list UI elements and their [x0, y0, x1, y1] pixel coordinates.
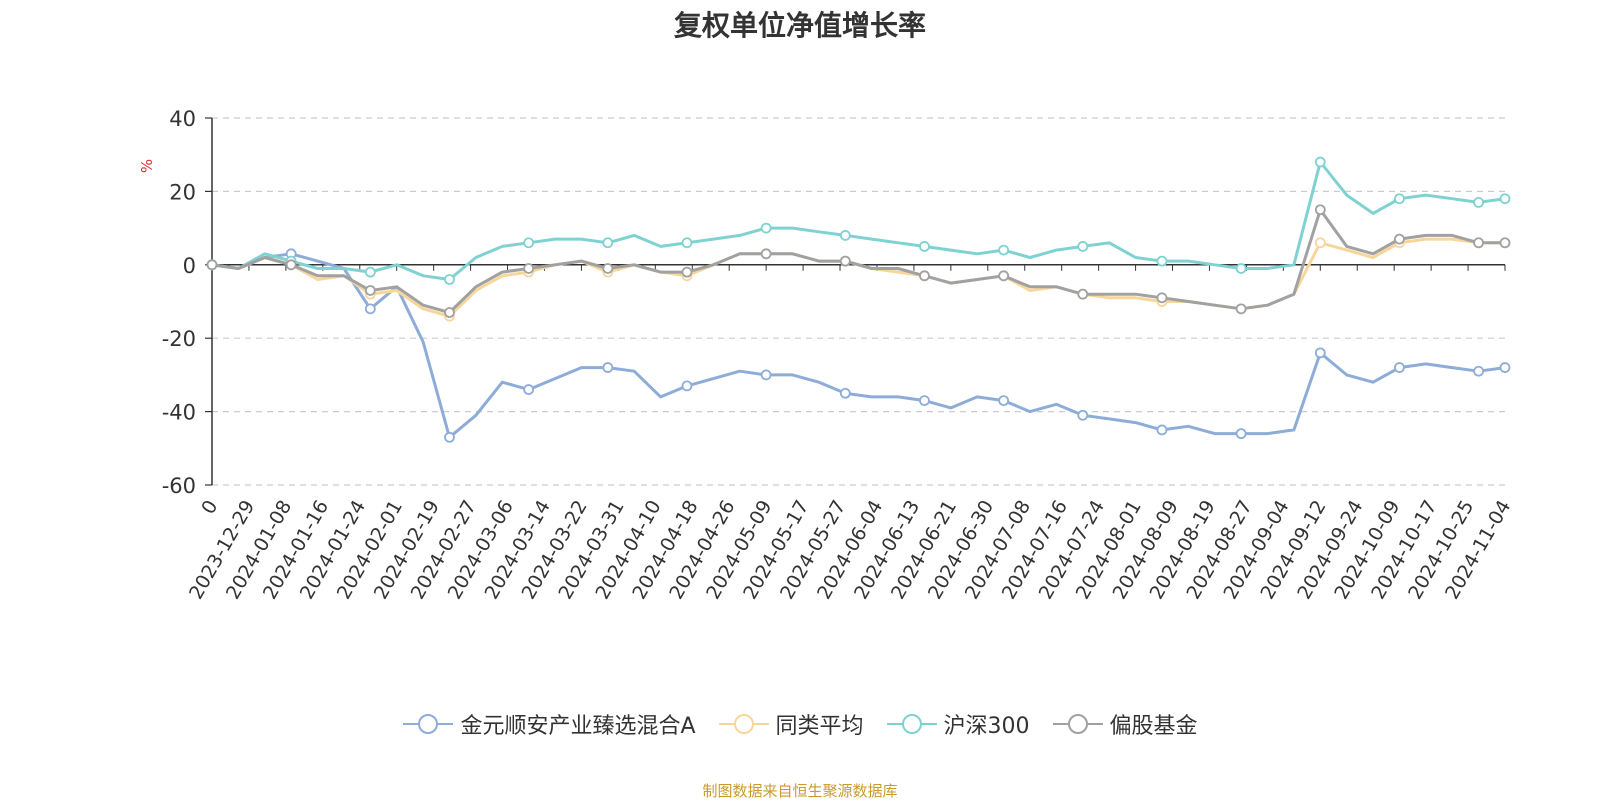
legend-symbol: [1052, 714, 1103, 734]
y-tick-label: -20: [162, 327, 196, 351]
data-point: [1499, 362, 1511, 373]
series-2: [206, 237, 1511, 322]
data-point: [1077, 241, 1089, 252]
series-3: [206, 156, 1511, 285]
series-line: [211, 208, 1505, 314]
line-chart: 40200-20-40-6002023-12-292024-01-082024-…: [138, 107, 1516, 603]
grid-lines: [212, 117, 1505, 486]
series-lines: [206, 156, 1511, 443]
legend-item[interactable]: 偏股基金: [1052, 708, 1198, 740]
data-point: [919, 270, 930, 282]
data-point: [206, 259, 218, 271]
y-tick-label: 20: [169, 180, 196, 204]
data-point: [919, 241, 930, 252]
legend-item[interactable]: 沪深300: [886, 708, 1030, 740]
data-point: [839, 230, 851, 241]
legend-label: 偏股基金: [1109, 714, 1198, 739]
data-point: [1077, 288, 1089, 300]
data-point: [681, 237, 693, 249]
data-point: [1156, 292, 1168, 304]
legend-item[interactable]: 同类平均: [718, 708, 864, 740]
legend-label: 沪深300: [943, 714, 1030, 739]
series-line: [211, 252, 1506, 439]
data-point: [760, 369, 772, 381]
data-point: [839, 387, 851, 399]
data-point: [760, 222, 772, 234]
legend-symbol: [718, 714, 769, 734]
data-point: [998, 244, 1010, 256]
data-point: [523, 384, 535, 395]
data-point: [1499, 237, 1511, 249]
axes: 40200-20-40-6002023-12-292024-01-082024-…: [162, 107, 1516, 603]
data-point: [602, 362, 614, 373]
data-point: [681, 380, 693, 392]
data-point: [681, 266, 693, 278]
data-point: [285, 259, 297, 271]
source-note: 制图数据来自恒生聚源数据库: [702, 782, 898, 800]
data-point: [602, 263, 614, 274]
data-point: [1314, 347, 1326, 359]
data-point: [919, 395, 930, 406]
data-point: [364, 303, 376, 315]
data-point: [839, 255, 851, 267]
legend-label: 同类平均: [775, 714, 864, 739]
data-point: [1473, 237, 1485, 249]
data-point: [760, 248, 772, 260]
data-point: [1394, 362, 1405, 373]
legend: 金元顺安产业臻选混合A 同类平均 沪深300 偏股基金: [0, 708, 1600, 740]
data-point: [1499, 193, 1511, 205]
data-point: [1077, 409, 1089, 421]
data-point: [1473, 365, 1485, 377]
data-point: [444, 431, 455, 443]
data-point: [523, 237, 535, 249]
data-point: [1394, 193, 1405, 205]
data-point: [1394, 233, 1405, 245]
data-point: [444, 307, 455, 318]
data-point: [1156, 424, 1168, 436]
data-point: [998, 270, 1010, 282]
data-point: [364, 266, 376, 278]
legend-item[interactable]: 金元顺安产业臻选混合A: [402, 708, 696, 740]
y-tick-label: -40: [162, 401, 196, 425]
data-point: [998, 395, 1010, 406]
y-tick-label: -60: [162, 474, 196, 498]
data-point: [364, 285, 376, 296]
legend-symbol: [886, 714, 937, 734]
legend-label: 金元顺安产业臻选混合A: [460, 714, 696, 739]
y-tick-label: 40: [169, 107, 196, 131]
data-point: [444, 274, 455, 285]
data-point: [523, 263, 535, 274]
data-point: [1235, 303, 1247, 315]
data-point: [1314, 204, 1326, 216]
data-point: [602, 237, 614, 249]
x-tick-label: 0: [197, 497, 222, 518]
data-point: [1235, 263, 1247, 274]
data-point: [1314, 237, 1326, 249]
series-line: [211, 160, 1506, 281]
legend-symbol: [403, 714, 454, 734]
data-point: [1473, 197, 1485, 208]
data-point: [1156, 255, 1168, 267]
series-1: [206, 248, 1511, 443]
series-4: [206, 204, 1511, 318]
data-point: [1235, 428, 1247, 440]
y-tick-label: 0: [183, 254, 196, 278]
y-axis-label: %: [138, 159, 156, 173]
data-point: [1314, 156, 1326, 168]
chart-title: 复权单位净值增长率: [673, 9, 926, 42]
